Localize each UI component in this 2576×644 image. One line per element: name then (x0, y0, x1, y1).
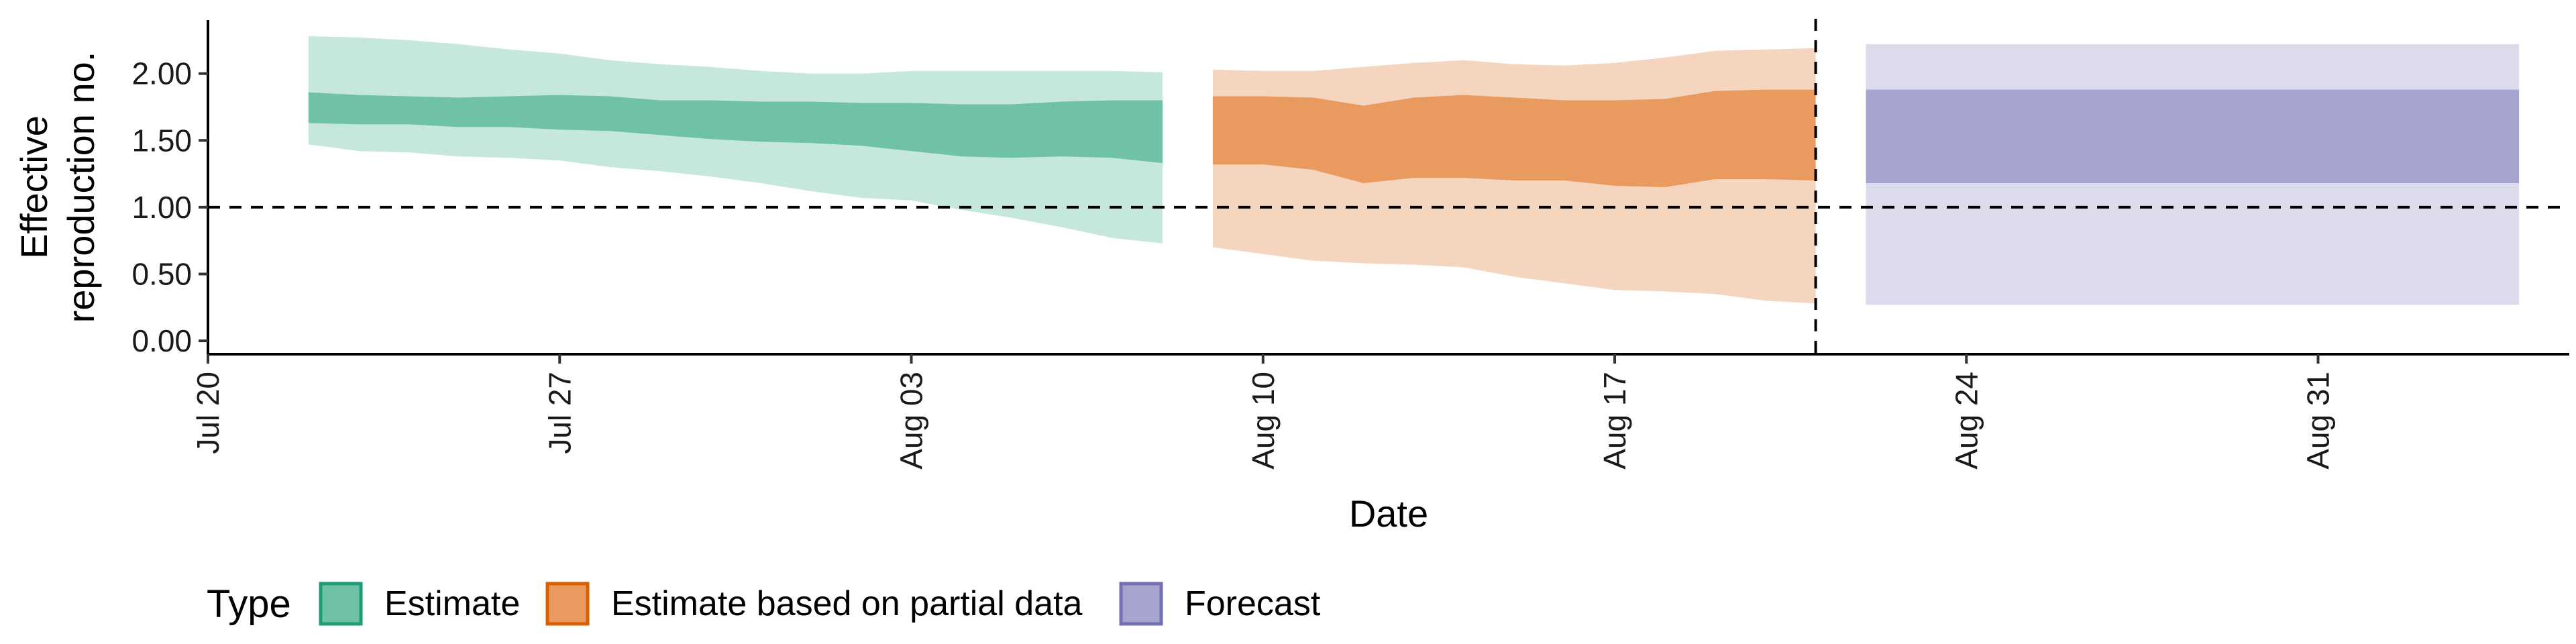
band-50-forecast (1866, 89, 2520, 183)
y-tick-label: 1.50 (131, 123, 192, 158)
y-tick-label: 2.00 (131, 56, 192, 91)
x-tick-label: Aug 24 (1949, 372, 1984, 470)
band-50-estimate-based-on-partial-data (1212, 89, 1816, 187)
axes: 0.00 0.50 1.00 1.50 2.00 Jul 20 Jul 27 Aug 03 Au… (131, 20, 2569, 470)
y-axis-title-line-2: reproduction no. (60, 52, 102, 323)
legend-key-forecast (1119, 582, 1163, 626)
legend-key-estimate-based-on-partial-data (545, 582, 590, 626)
x-tick-label: Aug 31 (2301, 372, 2336, 470)
band-50-estimate (308, 92, 1163, 164)
bands-layer (308, 36, 2520, 305)
y-tick-label: 0.00 (131, 323, 192, 358)
legend-label-estimate: Estimate (384, 584, 520, 623)
x-axis-title: Date (1349, 492, 1428, 535)
x-tick-label: Aug 17 (1597, 372, 1632, 470)
axis-titles: Date Effective reproduction no. (13, 52, 1428, 535)
x-tick-label: Jul 27 (542, 372, 577, 454)
x-tick-label: Jul 20 (191, 372, 225, 454)
y-tick-label: 1.00 (131, 190, 192, 225)
legend-key-estimate (319, 582, 363, 626)
x-tick-label: Aug 03 (894, 372, 929, 470)
y-axis-title-line-1: Effective (13, 115, 55, 259)
legend: Type Estimate Estimate based on partial d… (207, 582, 1321, 626)
reference-lines (208, 19, 2569, 354)
legend-label-estimate-based-on-partial-data: Estimate based on partial data (611, 584, 1083, 623)
legend-title: Type (207, 582, 291, 626)
x-tick-label: Aug 10 (1246, 372, 1281, 470)
y-tick-label: 0.50 (131, 256, 192, 291)
legend-label-forecast: Forecast (1185, 584, 1321, 623)
